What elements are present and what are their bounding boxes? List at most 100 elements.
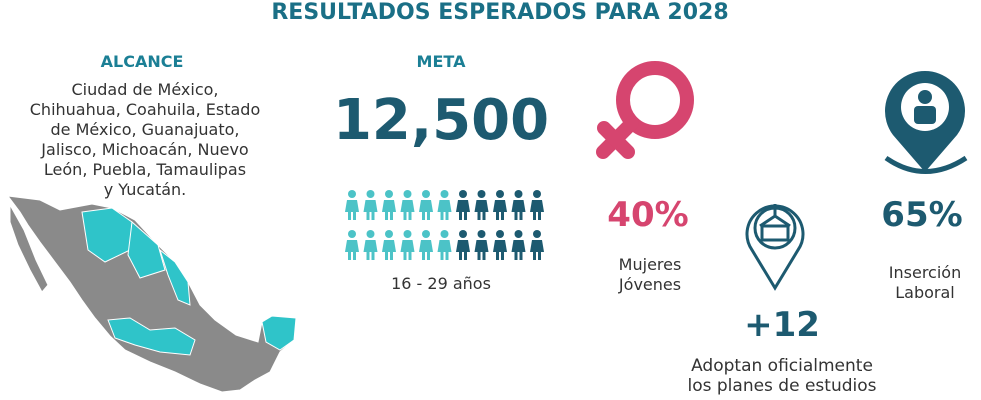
person-icon-part (422, 230, 430, 238)
alcance-text: Ciudad de México, Chihuahua, Coahuila, E… (30, 80, 260, 200)
person-icon-part (371, 252, 375, 260)
person-icon-part (363, 240, 378, 252)
person-icon-part (514, 230, 523, 238)
person-icon-part (400, 240, 415, 252)
person-icon-part (496, 212, 499, 220)
text-line: de México, Guanajuato, (50, 120, 240, 139)
person-icon-part (533, 252, 536, 260)
person-icon-part (385, 252, 388, 260)
person-icon-part (519, 212, 523, 220)
person-icon-part (533, 190, 541, 198)
person-icon-part (366, 212, 370, 220)
person-icon-part (464, 252, 467, 260)
person-icon-part (533, 230, 541, 238)
person-icon-part (474, 240, 489, 252)
person-icon-part (403, 190, 412, 198)
person-icon-part (348, 212, 351, 220)
person-icon-part (419, 240, 433, 252)
mexico-map (6, 195, 297, 393)
person-icon-part (348, 230, 356, 238)
person-icon-part (437, 240, 452, 252)
person-icon-part (459, 190, 467, 198)
person-icon-part (493, 200, 507, 212)
person-icon-part (477, 190, 486, 198)
person-icon-part (464, 212, 467, 220)
person-icon-part (440, 190, 449, 198)
person-icon-part (530, 200, 544, 212)
person-pin (884, 71, 968, 174)
person-icon-part (456, 200, 470, 212)
person-icon-part (501, 212, 504, 220)
female-symbol (596, 61, 694, 159)
person-icon-part (496, 190, 504, 198)
people-pictogram (345, 190, 544, 260)
person-icon-part (538, 252, 541, 260)
title: RESULTADOS ESPERADOS PARA 2028 (271, 0, 729, 25)
person-icon-part (366, 190, 375, 198)
text-line: y Yucatán. (103, 180, 187, 199)
person-icon-part (422, 190, 430, 198)
person-icon-part (390, 252, 393, 260)
person-icon-part (385, 212, 388, 220)
person-icon-part (385, 230, 393, 238)
person-icon-part (408, 252, 412, 260)
person-icon-part (496, 230, 504, 238)
text-line: Ciudad de México, (71, 80, 219, 99)
person-icon-part (482, 252, 486, 260)
person-icon-part (366, 252, 370, 260)
text-line: Jóvenes (618, 275, 682, 294)
person-icon-part (348, 190, 356, 198)
person-icon-part (482, 212, 486, 220)
person-icon-part (366, 230, 375, 238)
person-icon-part (456, 240, 470, 252)
person-icon-part (493, 240, 507, 252)
person-icon-part (353, 212, 356, 220)
person-icon-part (477, 252, 481, 260)
person-icon-part (533, 212, 536, 220)
person-icon-part (400, 200, 415, 212)
text-line: los planes de estudios (687, 376, 877, 396)
person-icon-part (459, 212, 462, 220)
person-icon-part (445, 252, 449, 260)
person-icon-part (519, 252, 523, 260)
stat-label: Adoptan oficialmente los planes de estud… (688, 356, 877, 396)
person-icon-part (363, 200, 378, 212)
person-icon-part (422, 212, 425, 220)
alcance-heading: ALCANCE (100, 52, 184, 71)
stat-label: Inserción Laboral (889, 263, 961, 303)
person-icon-part (345, 200, 359, 212)
person-icon-part (440, 252, 444, 260)
text-line: Adoptan oficialmente (691, 356, 873, 376)
text-line: Chihuahua, Coahuila, Estado (29, 100, 261, 119)
person-icon-part (530, 240, 544, 252)
age-range: 16 - 29 años (391, 274, 491, 293)
person-icon-part (459, 230, 467, 238)
person-icon-part (477, 230, 486, 238)
person-icon-part (403, 252, 407, 260)
text-line: Laboral (895, 283, 955, 302)
person-icon-part (382, 200, 396, 212)
person-icon-part (348, 252, 351, 260)
person-icon-part (403, 212, 407, 220)
person-icon-part (385, 190, 393, 198)
person-icon-part (538, 212, 541, 220)
person-icon-part (440, 230, 449, 238)
person-icon-part (427, 252, 430, 260)
text-line: Inserción (888, 263, 962, 282)
person-icon-part (390, 212, 393, 220)
school-pin (745, 204, 805, 291)
meta-value: 12,500 (332, 88, 550, 153)
stat-value: 40% (607, 195, 689, 235)
person-icon-part (440, 212, 444, 220)
person-icon-part (477, 212, 481, 220)
person-icon-part (419, 200, 433, 212)
stat-value: +12 (744, 305, 820, 345)
person-icon-part (371, 212, 375, 220)
person-icon-part (501, 252, 504, 260)
meta-heading: META (416, 52, 466, 71)
text-line: León, Puebla, Tamaulipas (43, 160, 247, 179)
person-icon-part (514, 190, 523, 198)
person-icon-part (514, 212, 518, 220)
